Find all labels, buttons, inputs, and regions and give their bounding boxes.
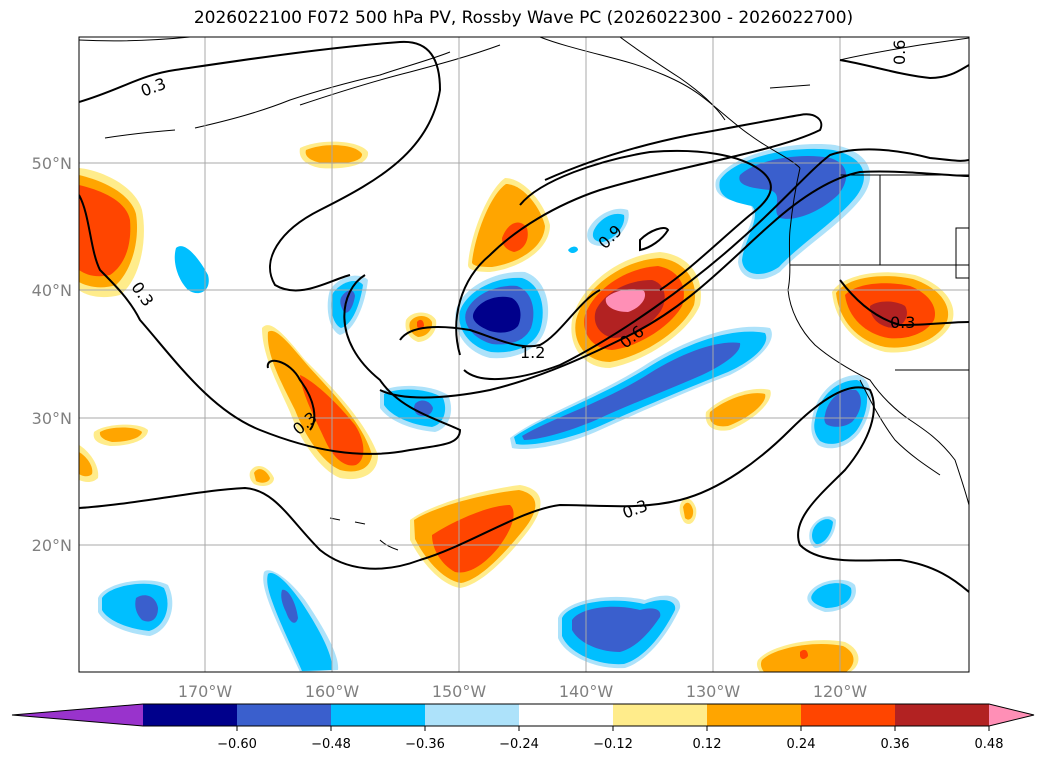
colorbar-labels: −0.60 −0.48 −0.36 −0.24 −0.12 0.12 0.24 0.36 0.4… (217, 726, 1004, 752)
colorbar-tick-label: −0.60 (217, 737, 257, 752)
contour-label: 0.6 (890, 40, 909, 65)
colorbar (11, 703, 1035, 727)
anomaly-140w45-cool (592, 213, 625, 242)
lat-label: 50°N (32, 154, 72, 173)
anomaly-174w15-blue (135, 595, 158, 622)
longitude-labels: 170°W 160°W 150°W 140°W 130°W 120°W (178, 682, 868, 701)
colorbar-segment (895, 704, 990, 726)
anomaly-138w-pink (605, 289, 646, 312)
anomaly-153w-red (417, 319, 424, 329)
anomaly-124w11-orange (760, 643, 854, 672)
lat-label: 40°N (32, 281, 72, 300)
lon-label: 140°W (559, 682, 614, 701)
lon-label: 170°W (178, 682, 233, 701)
anomaly-coast48-blue (739, 155, 847, 219)
anomaly-121w21-cool (812, 519, 833, 545)
colorbar-tick-label: 0.36 (881, 737, 910, 752)
anomaly-165w25-orange (254, 469, 270, 483)
anomaly-gulf-orange (305, 145, 363, 164)
anomaly-121w16-cool (811, 583, 852, 608)
anomaly-174w-orange (99, 427, 142, 442)
colorbar-tick-label: −0.36 (405, 737, 445, 752)
colorbar-segment (707, 704, 802, 726)
anomaly-148w44-orange (472, 184, 545, 267)
lon-label: 130°W (686, 682, 741, 701)
colorbar-tick-label: 0.24 (787, 737, 816, 752)
anomaly-coast38-darkred (870, 301, 907, 328)
colorbar-tick-label: −0.12 (593, 737, 633, 752)
lon-label: 160°W (305, 682, 360, 701)
colorbar-tick-label: 0.48 (975, 737, 1004, 752)
colorbar-tick-label: −0.24 (499, 737, 539, 752)
anomaly-140w45-cool2 (568, 246, 578, 253)
contour-label: 1.2 (520, 343, 545, 362)
lon-label: 120°W (813, 682, 868, 701)
filled-anomalies (79, 141, 954, 672)
anomaly-133w22-orange (683, 502, 694, 520)
pv-contours (79, 40, 969, 593)
colorbar-segment (143, 704, 238, 726)
lon-label: 150°W (432, 682, 487, 701)
colorbar-extend-low (12, 704, 143, 726)
colorbar-segment (237, 704, 332, 726)
anomaly-165w-cool (174, 246, 209, 294)
colorbar-tick-label: 0.12 (693, 737, 722, 752)
colorbar-segment (519, 704, 614, 726)
colorbar-segment (425, 704, 520, 726)
coastlines (79, 37, 969, 551)
anomaly-160w13-blue (281, 589, 298, 623)
map-frame (78, 36, 970, 673)
lat-label: 30°N (32, 409, 72, 428)
anomaly-west-red (79, 185, 131, 277)
map-area: 0.3 0.3 0.3 0.3 0.9 0.6 1.2 0.3 0.6 (79, 37, 969, 672)
latitude-labels: 50°N 40°N 30°N 20°N (32, 154, 72, 555)
anomaly-147w-navy (472, 296, 521, 333)
colorbar-extend-high (989, 704, 1034, 726)
colorbar-tick-label: −0.48 (311, 737, 351, 752)
colorbar-segment (331, 704, 426, 726)
lat-label: 20°N (32, 536, 72, 555)
colorbar-segment (613, 704, 708, 726)
anomaly-157w-blue (340, 290, 355, 313)
colorbar-outline (11, 703, 1035, 727)
colorbar-segment (801, 704, 896, 726)
anomaly-138w13-blue (572, 606, 661, 652)
anomaly-179w-orange (79, 452, 93, 477)
anomaly-band-blue (522, 342, 741, 440)
contour-label: 0.3 (890, 313, 915, 332)
page-title: 2026022100 F072 500 hPa PV, Rossby Wave … (193, 8, 854, 28)
anomaly-124w11-red (800, 649, 808, 659)
